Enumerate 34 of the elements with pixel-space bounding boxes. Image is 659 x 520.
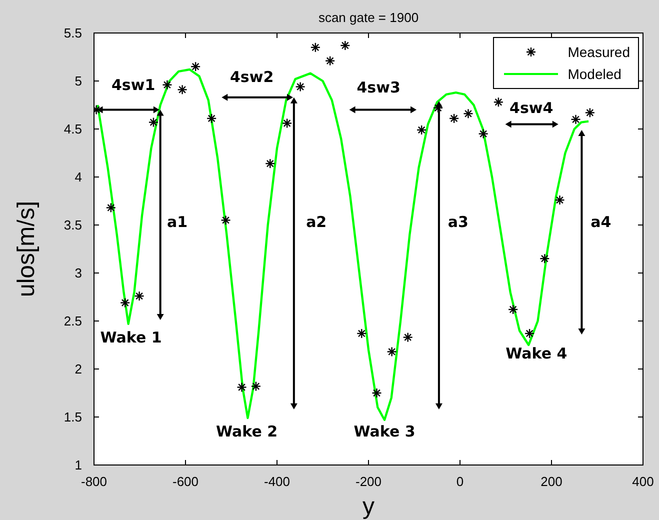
annotation: 4sw1 (112, 76, 156, 94)
x-tick-label: -400 (264, 474, 290, 490)
chart-title: scan gate = 1900 (318, 10, 419, 25)
x-tick-label: -800 (80, 474, 108, 490)
x-tick-label: -600 (172, 474, 199, 490)
y-tick-label: 4 (74, 170, 82, 185)
y-axis-title: ulos[m/s] (13, 200, 40, 298)
y-tick-label: 3 (74, 266, 82, 281)
y-tick-label: 5.5 (64, 26, 82, 41)
y-tick-label: 5 (74, 74, 82, 89)
annotation: 4sw2 (230, 68, 274, 86)
y-tick-label: 1.5 (64, 410, 82, 425)
annotation: 4sw4 (510, 98, 554, 117)
annotation: a1 (166, 213, 188, 232)
x-tick-label: 200 (540, 474, 562, 490)
y-tick-label: 4.5 (64, 122, 82, 137)
x-tick-label: 400 (632, 474, 654, 490)
legend-label: Measured (568, 44, 630, 60)
annotation: Wake 4 (506, 344, 568, 363)
annotation: Wake 3 (354, 422, 416, 440)
x-axis-title: y (362, 493, 374, 520)
y-tick-label: 1 (74, 458, 82, 473)
annotation: 4sw3 (356, 78, 400, 97)
annotation: a3 (448, 213, 468, 232)
x-tick-label: 0 (456, 474, 464, 490)
y-tick-label: 2.5 (64, 314, 82, 329)
annotation: Wake 2 (216, 422, 278, 440)
annotation: a4 (590, 213, 612, 232)
legend-label: Modeled (568, 66, 622, 82)
y-tick-label: 2 (74, 362, 82, 377)
annotation: Wake 1 (100, 328, 162, 346)
x-tick-label: -200 (355, 474, 382, 490)
y-tick-label: 3.5 (64, 218, 82, 233)
annotation: a2 (306, 213, 327, 232)
